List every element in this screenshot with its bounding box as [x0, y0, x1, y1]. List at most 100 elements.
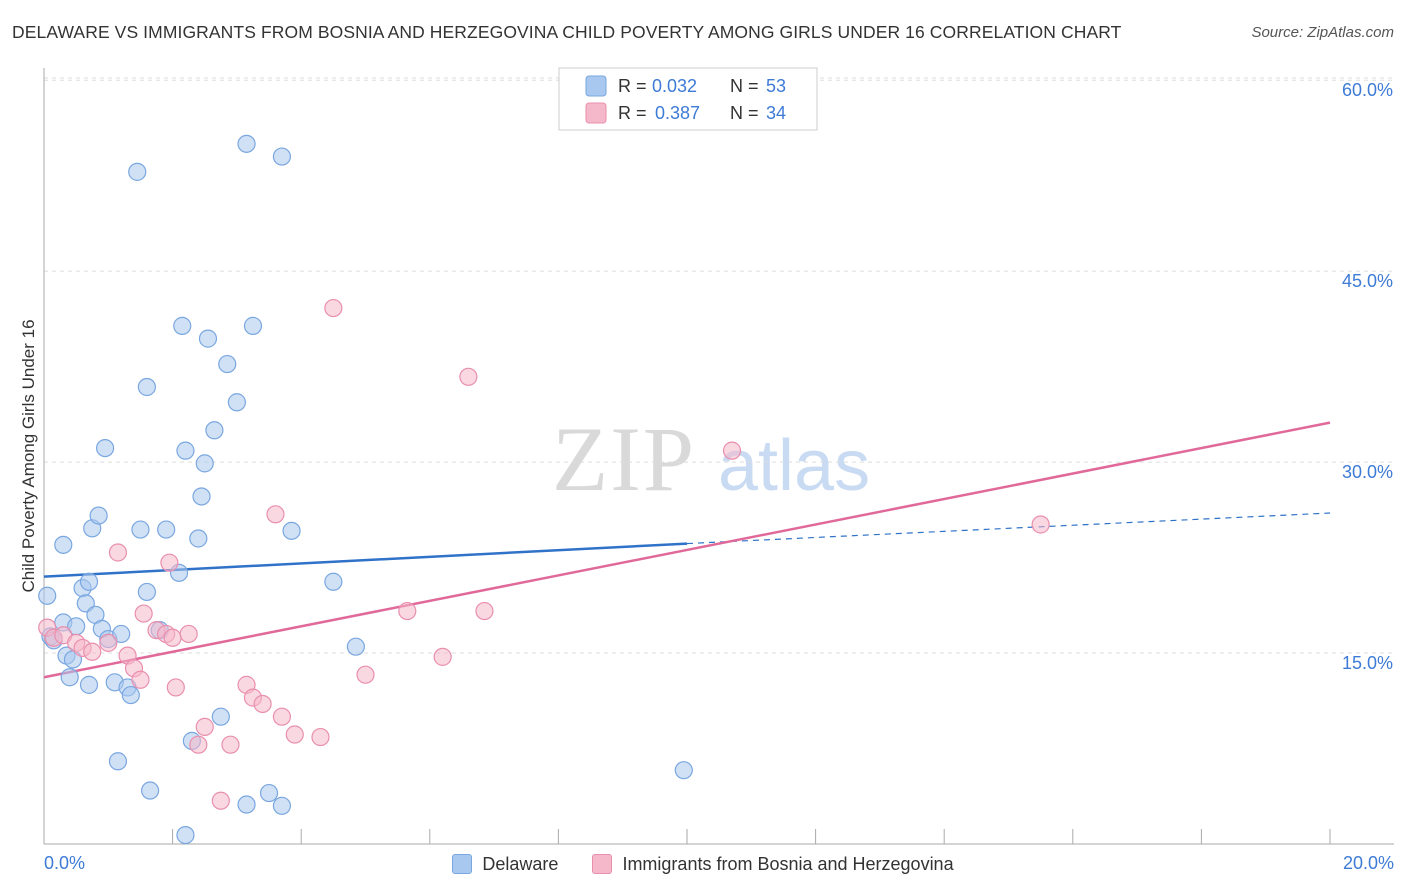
legend-swatch-bosnia — [585, 102, 607, 124]
delaware-point — [176, 825, 195, 845]
x-axis-ticks — [43, 829, 1331, 844]
delaware-point — [176, 441, 195, 460]
watermark: ZIP atlas — [552, 408, 870, 510]
delaware-point — [140, 781, 160, 800]
bosnia-point — [285, 725, 304, 744]
bosnia-point — [166, 678, 185, 697]
delaware-point — [282, 521, 301, 540]
x-tick-label-min: 0.0% — [44, 853, 85, 873]
delaware-point — [272, 147, 292, 166]
bosnia-points — [38, 298, 1050, 810]
legend-n-value-delaware: 53 — [766, 76, 786, 96]
bosnia-point — [179, 624, 198, 644]
bosnia-point — [324, 298, 343, 318]
watermark-atlas: atlas — [718, 426, 870, 506]
delaware-point — [237, 134, 256, 153]
delaware-point — [54, 535, 73, 554]
bosnia-point — [163, 628, 182, 647]
bosnia-point — [459, 367, 478, 386]
legend-r-label-bosnia: R = — [618, 103, 647, 123]
legend-r-value-delaware: 0.032 — [652, 76, 697, 96]
delaware-point — [60, 668, 79, 687]
bosnia-point — [83, 642, 102, 661]
delaware-point — [237, 795, 256, 814]
y-tick-label: 45.0% — [1342, 271, 1393, 291]
bosnia-point — [253, 694, 272, 714]
trend-lines — [43, 421, 1331, 679]
delaware-point — [218, 354, 237, 374]
delaware-point — [198, 329, 218, 348]
bosnia-point — [722, 441, 742, 460]
delaware-point — [112, 624, 131, 644]
delaware-trend-extension — [686, 512, 1331, 545]
legend-n-label-bosnia: N = — [730, 103, 759, 123]
delaware-points — [38, 134, 693, 845]
series-label-delaware: Delaware — [482, 853, 559, 874]
series-legend-bosnia: Immigrants from Bosnia and Herzegovina — [592, 853, 954, 875]
delaware-point — [324, 572, 343, 591]
legend-r-value-bosnia: 0.387 — [655, 103, 700, 123]
bosnia-point — [221, 735, 240, 754]
delaware-point — [157, 520, 176, 539]
legend-n-value-bosnia: 34 — [766, 103, 786, 123]
watermark-zip: ZIP — [552, 408, 696, 510]
bosnia-point — [189, 735, 208, 754]
bosnia-point — [356, 665, 375, 684]
legend-swatch-delaware — [585, 75, 607, 97]
bosnia-point — [272, 707, 292, 726]
delaware-point — [227, 393, 246, 412]
delaware-point — [108, 752, 128, 771]
bosnia-point — [108, 543, 128, 562]
y-axis-title: Child Poverty Among Girls Under 16 — [19, 319, 38, 592]
delaware-point — [128, 162, 147, 181]
bosnia-trend-line — [43, 421, 1331, 679]
delaware-point — [211, 707, 230, 726]
source-label: Source: ZipAtlas.com — [1251, 24, 1394, 41]
y-tick-label: 30.0% — [1342, 462, 1393, 482]
delaware-point — [79, 675, 99, 694]
delaware-point — [121, 685, 140, 705]
bosnia-point — [266, 505, 285, 524]
legend-n-label-delaware: N = — [730, 76, 759, 96]
bosnia-point — [211, 791, 230, 810]
delaware-trend-line — [43, 542, 688, 578]
delaware-point — [95, 438, 115, 458]
bosnia-point — [398, 601, 417, 621]
series-label-bosnia: Immigrants from Bosnia and Herzegovina — [622, 853, 954, 874]
delaware-point — [189, 529, 208, 548]
delaware-point — [192, 487, 211, 506]
series-legend-delaware: Delaware — [452, 854, 558, 875]
bosnia-point — [99, 633, 118, 652]
bosnia-point — [475, 601, 494, 621]
chart-title: DELAWARE VS IMMIGRANTS FROM BOSNIA AND H… — [12, 22, 1122, 42]
bosnia-point — [131, 670, 150, 689]
y-tick-label: 60.0% — [1342, 80, 1393, 100]
stats-legend: R = 0.032 N = 53 R = 0.387 N = 34 — [558, 67, 818, 131]
delaware-point — [243, 316, 263, 335]
bosnia-point — [433, 647, 452, 666]
series-swatch-delaware — [452, 854, 473, 874]
bosnia-point — [160, 553, 179, 572]
delaware-point — [79, 572, 99, 591]
y-tick-label: 15.0% — [1342, 653, 1393, 673]
series-legend: Delaware Immigrants from Bosnia and Herz… — [0, 852, 1406, 876]
delaware-point — [38, 586, 57, 605]
series-swatch-bosnia — [592, 854, 613, 874]
delaware-point — [131, 520, 150, 539]
delaware-point — [137, 377, 156, 397]
bosnia-point — [195, 717, 214, 736]
delaware-point — [674, 761, 693, 780]
delaware-point — [272, 796, 292, 815]
y-tick-labels: 15.0% 30.0% 45.0% 60.0% — [1342, 80, 1393, 673]
delaware-point — [346, 637, 365, 656]
delaware-point — [205, 421, 224, 440]
bosnia-point — [134, 604, 153, 623]
x-tick-label-max: 20.0% — [1343, 853, 1394, 873]
bosnia-point — [1031, 515, 1050, 534]
delaware-point — [259, 783, 279, 803]
delaware-point — [195, 454, 214, 473]
bosnia-point — [311, 727, 330, 747]
delaware-point — [89, 506, 108, 525]
delaware-point — [173, 316, 192, 335]
